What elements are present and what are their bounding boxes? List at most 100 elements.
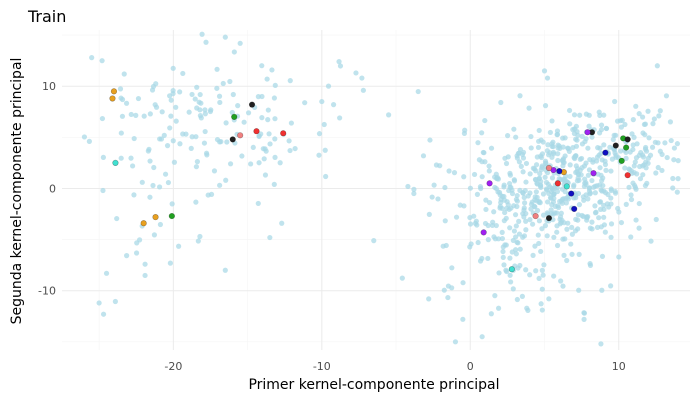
data-point bbox=[653, 170, 659, 176]
data-point bbox=[633, 217, 639, 223]
data-point bbox=[548, 211, 554, 217]
data-point bbox=[497, 192, 503, 198]
grid bbox=[62, 30, 690, 350]
data-point bbox=[655, 140, 661, 146]
data-point bbox=[259, 93, 265, 100]
data-point bbox=[118, 130, 124, 136]
data-point bbox=[636, 111, 642, 117]
data-point bbox=[565, 194, 571, 200]
data-point bbox=[471, 171, 478, 178]
data-point bbox=[442, 184, 448, 191]
data-point bbox=[325, 83, 332, 89]
data-point bbox=[539, 267, 545, 273]
data-point bbox=[269, 67, 275, 73]
data-point bbox=[549, 202, 555, 208]
data-point bbox=[542, 223, 549, 229]
data-point bbox=[475, 239, 481, 246]
data-point bbox=[203, 39, 209, 45]
highlighted-point-cyan bbox=[112, 159, 119, 167]
data-point bbox=[649, 144, 656, 150]
data-point bbox=[151, 164, 157, 171]
data-point bbox=[415, 88, 421, 95]
data-point bbox=[597, 199, 604, 205]
data-point bbox=[544, 75, 551, 81]
data-point bbox=[189, 91, 195, 98]
data-point bbox=[612, 98, 618, 105]
x-tick-label: -10 bbox=[313, 360, 331, 373]
data-point bbox=[528, 145, 534, 151]
data-point bbox=[587, 225, 593, 231]
highlighted-point-blue bbox=[556, 167, 563, 175]
data-point bbox=[150, 182, 156, 189]
data-point bbox=[502, 155, 508, 161]
data-point bbox=[527, 171, 533, 177]
data-point bbox=[272, 116, 278, 122]
data-point bbox=[595, 145, 601, 151]
data-point bbox=[520, 189, 526, 196]
data-point bbox=[222, 267, 228, 273]
data-point bbox=[642, 183, 649, 189]
data-point bbox=[474, 191, 481, 197]
data-point bbox=[543, 179, 550, 186]
data-point bbox=[227, 161, 234, 167]
data-point bbox=[128, 155, 134, 161]
data-point bbox=[521, 233, 528, 239]
data-point bbox=[353, 70, 359, 76]
data-point bbox=[139, 179, 145, 185]
highlighted-point-pink bbox=[237, 132, 244, 139]
data-point bbox=[544, 210, 550, 216]
data-point bbox=[173, 118, 179, 124]
data-point bbox=[267, 141, 273, 147]
data-point bbox=[492, 236, 498, 242]
data-point bbox=[568, 241, 574, 247]
highlighted-point-black bbox=[248, 101, 256, 108]
data-point bbox=[654, 63, 660, 69]
data-point bbox=[279, 220, 285, 226]
data-point bbox=[601, 142, 607, 148]
data-point bbox=[118, 95, 124, 101]
data-point bbox=[541, 262, 547, 268]
y-axis-label: Segunda kernel-componente principal bbox=[9, 58, 25, 325]
data-point bbox=[579, 165, 585, 171]
data-point bbox=[630, 117, 636, 123]
data-point bbox=[675, 158, 681, 164]
data-point bbox=[509, 249, 515, 255]
data-point bbox=[664, 154, 670, 161]
data-point bbox=[579, 141, 586, 147]
data-point bbox=[445, 283, 452, 289]
data-point bbox=[554, 223, 560, 229]
data-point bbox=[598, 341, 604, 347]
data-point bbox=[581, 316, 587, 322]
data-point bbox=[539, 307, 545, 313]
data-point bbox=[250, 144, 256, 151]
data-point bbox=[583, 181, 589, 188]
data-point bbox=[536, 275, 542, 282]
highlighted-point-orange bbox=[152, 213, 159, 221]
data-point bbox=[633, 103, 639, 109]
data-point bbox=[598, 122, 605, 128]
data-point bbox=[292, 145, 298, 152]
data-point bbox=[532, 194, 538, 200]
data-point bbox=[623, 155, 629, 161]
data-point bbox=[560, 236, 566, 242]
highlighted-point-orange bbox=[110, 88, 118, 95]
data-point bbox=[288, 120, 294, 126]
data-point bbox=[609, 156, 615, 162]
data-point bbox=[427, 137, 433, 143]
data-point bbox=[519, 151, 526, 158]
data-point bbox=[557, 198, 563, 204]
data-point bbox=[507, 172, 513, 178]
data-point bbox=[474, 222, 480, 228]
data-point bbox=[453, 214, 460, 220]
data-point bbox=[645, 108, 651, 114]
data-point bbox=[536, 218, 543, 224]
data-point bbox=[657, 148, 663, 154]
data-point bbox=[539, 163, 545, 169]
data-point bbox=[567, 173, 573, 180]
data-point bbox=[503, 267, 509, 273]
data-point bbox=[498, 99, 504, 106]
highlighted-point-purple bbox=[486, 180, 493, 187]
data-point bbox=[612, 190, 619, 196]
data-point bbox=[321, 121, 327, 128]
data-point bbox=[316, 131, 323, 137]
